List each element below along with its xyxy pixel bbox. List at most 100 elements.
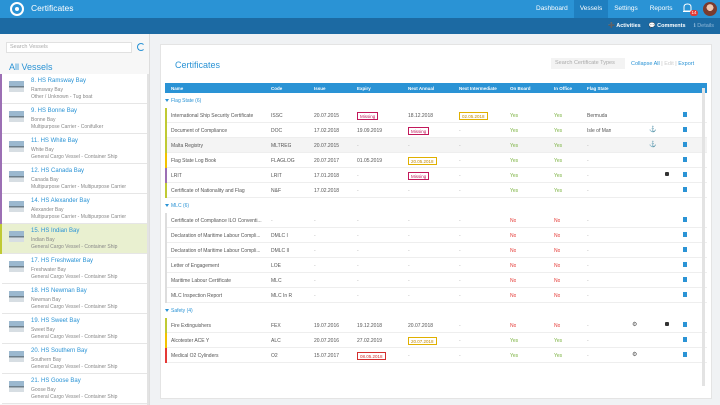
vessel-item[interactable]: 11. HS White Bay White Bay General Cargo V…	[0, 134, 149, 164]
table-row[interactable]: Fire Extinguishers FEX 19.07.2016 19.12.201…	[165, 318, 707, 333]
group-header[interactable]: Flag State (6)	[165, 93, 707, 108]
lock-icon[interactable]	[665, 172, 669, 176]
document-icon[interactable]	[683, 292, 687, 297]
table-row[interactable]: Certificate of Nationality and Flag N&F 17…	[165, 183, 707, 198]
table-row[interactable]: International Ship Security Certificate I…	[165, 108, 707, 123]
vessel-item[interactable]: 9. HS Bonne Bay Bonne Bay Multipurpose Car…	[0, 104, 149, 134]
user-avatar[interactable]	[703, 2, 717, 16]
table-row[interactable]: Certificate of Compliance ILO Conventi..…	[165, 213, 707, 228]
table-row[interactable]: Flag State Log Book FLAGLOG 20.07.2017 01.0…	[165, 153, 707, 168]
document-icon[interactable]	[683, 142, 687, 147]
refresh-icon[interactable]	[137, 43, 145, 51]
document-icon[interactable]	[683, 112, 687, 117]
nav-settings[interactable]: Settings	[614, 5, 638, 12]
col-next-intermediate[interactable]: Next Intermediate	[459, 85, 497, 91]
table-row[interactable]: MLC Inspection Report MLC In R - - - - No No -	[165, 288, 707, 303]
details-button[interactable]: ℹ Details	[693, 23, 714, 29]
vessel-thumbnail	[9, 141, 24, 152]
vessel-thumbnail	[9, 171, 24, 182]
activities-button[interactable]: ➕ Activities	[608, 23, 641, 29]
vessel-name: 18. HS Newman Bay	[31, 288, 87, 294]
col-code[interactable]: Code	[271, 85, 283, 91]
col-flag-state[interactable]: Flag State	[587, 85, 609, 91]
table-row[interactable]: Declaration of Maritime Labour Compli...…	[165, 228, 707, 243]
comments-button[interactable]: 💬 Comments	[648, 23, 686, 29]
action-bar: ➕ Activities 💬 Comments ℹ Details	[0, 18, 720, 34]
nav-dashboard[interactable]: Dashboard	[536, 5, 568, 12]
table-row[interactable]: LRIT LRIT 17.01.2018 - Missing - Yes Yes -	[165, 168, 707, 183]
document-icon[interactable]	[683, 172, 687, 177]
table-row[interactable]: Medical O2 Cylinders O2 15.07.2017 08.05.20…	[165, 348, 707, 363]
group-header[interactable]: Safety (4)	[165, 303, 707, 318]
vessel-color-bar	[0, 224, 2, 254]
nav-vessels[interactable]: Vessels	[573, 0, 609, 18]
vessel-item[interactable]: 15. HS Indian Bay Indian Bay General Cargo…	[0, 224, 149, 254]
table-row[interactable]: Malta Registry MLTREG 20.07.2015 - - - Yes Yes -…	[165, 138, 707, 153]
export-link[interactable]: Export	[678, 61, 695, 67]
vessel-name: 17. HS Freshwater Bay	[31, 258, 94, 264]
table-scrollbar[interactable]	[702, 88, 705, 386]
document-icon[interactable]	[683, 217, 687, 222]
document-icon[interactable]	[683, 247, 687, 252]
vessel-item[interactable]: 21. HS Goose Bay Goose Bay General Cargo V…	[0, 374, 149, 404]
certificate-search-input[interactable]: Search Certificate Types	[551, 58, 625, 69]
anchor-icon[interactable]: ⚓	[649, 127, 657, 133]
app-logo-icon[interactable]	[10, 2, 24, 16]
status-edge	[165, 288, 167, 303]
cert-on-board: Yes	[510, 113, 519, 119]
document-icon[interactable]	[683, 157, 687, 162]
vessel-name: 21. HS Goose Bay	[31, 378, 81, 384]
anchor-icon[interactable]: ⚓	[649, 142, 657, 148]
vessel-type: General Cargo Vessel - Container Ship	[31, 334, 118, 340]
vessel-short-name: Alexander Bay	[31, 207, 64, 213]
details-label: Details	[697, 23, 714, 29]
vessel-item[interactable]: 14. HS Alexander Bay Alexander Bay Multipu…	[0, 194, 149, 224]
group-header[interactable]: MLC (6)	[165, 198, 707, 213]
gear-icon[interactable]: ⚙	[632, 321, 638, 328]
app-title: Certificates	[31, 3, 74, 13]
document-icon[interactable]	[683, 127, 687, 132]
vessel-item[interactable]: 17. HS Freshwater Bay Freshwater Bay Gener…	[0, 254, 149, 284]
lock-icon[interactable]	[665, 322, 669, 326]
cert-expiry-date: -	[357, 248, 359, 254]
vessel-list: 8. HS Ramsway Bay Ramsway Bay Other / Unkn…	[0, 74, 149, 404]
vessel-short-name: Canada Bay	[31, 177, 59, 183]
sidebar-scrollbar[interactable]	[147, 74, 149, 405]
document-icon[interactable]	[683, 187, 687, 192]
vessel-item[interactable]: 8. HS Ramsway Bay Ramsway Bay Other / Unkn…	[0, 74, 149, 104]
status-edge	[165, 243, 167, 258]
col-in-office[interactable]: In Office	[554, 85, 573, 91]
table-row[interactable]: Letter of Engagement LOE - - - - No No -	[165, 258, 707, 273]
vessel-color-bar	[0, 374, 2, 404]
collapse-all-link[interactable]: Collapse All	[631, 61, 660, 67]
vessel-item[interactable]: 20. HS Southern Bay Southern Bay General C…	[0, 344, 149, 374]
nav-reports[interactable]: Reports	[649, 5, 673, 12]
document-icon[interactable]	[683, 232, 687, 237]
vessel-search-input[interactable]: Search Vessels	[6, 42, 132, 53]
document-icon[interactable]	[683, 262, 687, 267]
vessel-item[interactable]: 19. HS Sweet Bay Sweet Bay General Cargo V…	[0, 314, 149, 344]
cert-flag-state: -	[587, 143, 589, 149]
bell-icon[interactable]	[683, 3, 692, 14]
gear-icon[interactable]: ⚙	[632, 351, 638, 358]
document-icon[interactable]	[683, 322, 687, 327]
document-icon[interactable]	[683, 337, 687, 342]
col-issue[interactable]: Issue	[314, 85, 326, 91]
table-row[interactable]: Declaration of Maritime Labour Compli...…	[165, 243, 707, 258]
edit-link[interactable]: Edit	[664, 61, 674, 67]
table-row[interactable]: Alcotester ACE Y ALC 20.07.2016 27.02.2019 2…	[165, 333, 707, 348]
document-icon[interactable]	[683, 277, 687, 282]
status-edge	[165, 123, 167, 138]
vessel-item[interactable]: 18. HS Newman Bay Newman Bay General Cargo…	[0, 284, 149, 314]
col-name[interactable]: Name	[171, 85, 184, 91]
col-expiry[interactable]: Expiry	[357, 85, 371, 91]
cert-next-intermediate: -	[459, 353, 461, 359]
col-on-board[interactable]: On Board	[510, 85, 531, 91]
col-next-annual[interactable]: Next Annual	[408, 85, 435, 91]
table-row[interactable]: Document of Compliance DOC 17.02.2018 19.09…	[165, 123, 707, 138]
vessel-thumbnail	[9, 381, 24, 392]
cert-on-board: Yes	[510, 143, 519, 149]
vessel-item[interactable]: 12. HS Canada Bay Canada Bay Multipurpose …	[0, 164, 149, 194]
document-icon[interactable]	[683, 352, 687, 357]
table-row[interactable]: Maritime Labour Certificate MLC - - - - No No -	[165, 273, 707, 288]
